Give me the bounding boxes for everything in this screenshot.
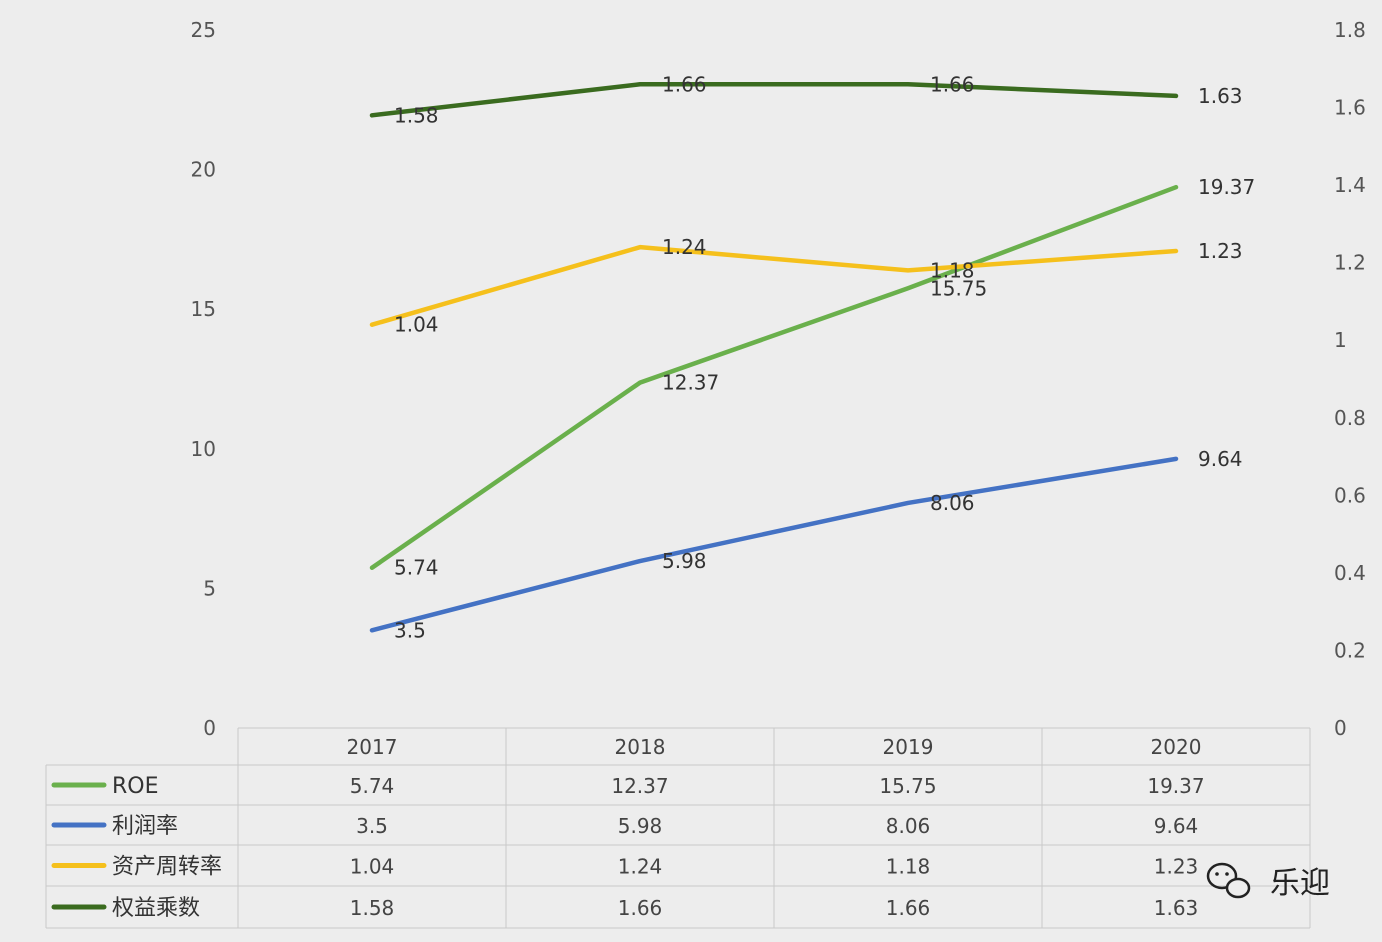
data-label: 1.23 [1198, 239, 1243, 263]
data-table: 2017 2018 2019 2020 ROE 5.74 12.37 15.75 19.37 利润… [51, 735, 1205, 921]
data-label: 15.75 [930, 276, 987, 300]
data-label: 1.24 [662, 235, 707, 259]
right-axis: 0 0.2 0.4 0.6 0.8 1 1.2 1.4 1.6 1.8 [1334, 18, 1366, 740]
y-right-tick-label: 1.8 [1334, 18, 1366, 42]
table-cell: 3.5 [356, 814, 388, 838]
data-label: 19.37 [1198, 175, 1255, 199]
data-label: 1.58 [394, 103, 439, 127]
y-right-tick-label: 1 [1334, 328, 1347, 352]
series-line [369, 456, 1179, 633]
series-lines [369, 82, 1179, 633]
legend-label: 权益乘数 [112, 896, 200, 921]
x-category-label: 2018 [615, 735, 666, 759]
data-label: 1.66 [662, 72, 707, 96]
wechat-icon [1206, 862, 1251, 899]
data-label: 1.63 [1198, 84, 1243, 108]
data-labels: 5.74 12.37 15.75 19.37 3.5 5.98 8.06 9.64 1.04 1.… [394, 72, 1255, 642]
data-label: 1.04 [394, 313, 439, 337]
y-right-tick-label: 0.6 [1334, 483, 1366, 507]
data-label: 12.37 [662, 371, 719, 395]
data-label: 3.5 [394, 618, 426, 642]
y-left-tick-label: 0 [203, 716, 216, 740]
data-label: 5.74 [394, 556, 439, 580]
left-axis: 0 5 10 15 20 25 [191, 18, 216, 740]
data-label: 5.98 [662, 549, 707, 573]
y-left-tick-label: 10 [191, 437, 216, 461]
table-cell: 1.04 [350, 855, 395, 879]
series-line [369, 184, 1179, 570]
table-cell: 1.24 [618, 855, 663, 879]
y-right-tick-label: 0 [1334, 716, 1347, 740]
table-cell: 1.18 [886, 855, 931, 879]
table-cell: 1.66 [618, 896, 663, 920]
table-cell: 5.98 [618, 814, 663, 838]
x-category-label: 2020 [1151, 735, 1202, 759]
data-label: 1.66 [930, 72, 975, 96]
y-left-tick-label: 20 [191, 158, 216, 182]
x-category-label: 2019 [883, 735, 934, 759]
data-label: 1.18 [930, 258, 975, 282]
y-right-tick-label: 1.4 [1334, 173, 1366, 197]
watermark: 乐迎 [1206, 862, 1330, 901]
y-right-tick-label: 1.6 [1334, 96, 1366, 120]
table-cell: 1.58 [350, 896, 395, 920]
data-table-grid [45, 727, 1311, 929]
y-left-tick-label: 25 [191, 18, 216, 42]
watermark-text: 乐迎 [1270, 866, 1330, 901]
legend-label: ROE [112, 774, 159, 799]
x-category-label: 2017 [347, 735, 398, 759]
table-cell: 19.37 [1147, 774, 1204, 798]
table-cell: 5.74 [350, 774, 395, 798]
y-right-tick-label: 0.8 [1334, 406, 1366, 430]
table-cell: 1.66 [886, 896, 931, 920]
series-line [369, 82, 1179, 118]
table-cell: 1.63 [1154, 896, 1199, 920]
table-cell: 1.23 [1154, 855, 1199, 879]
y-left-tick-label: 5 [203, 576, 216, 600]
legend-label: 资产周转率 [112, 855, 222, 880]
y-right-tick-label: 0.4 [1334, 561, 1366, 585]
table-cell: 15.75 [879, 774, 936, 798]
y-left-tick-label: 15 [191, 297, 216, 321]
y-right-tick-label: 0.2 [1334, 638, 1366, 662]
series-line [369, 244, 1179, 327]
table-cell: 8.06 [886, 814, 931, 838]
table-cell: 12.37 [611, 774, 668, 798]
data-label: 8.06 [930, 491, 975, 515]
legend-label: 利润率 [112, 814, 178, 839]
y-right-tick-label: 1.2 [1334, 251, 1366, 275]
table-cell: 9.64 [1154, 814, 1199, 838]
data-label: 9.64 [1198, 447, 1243, 471]
